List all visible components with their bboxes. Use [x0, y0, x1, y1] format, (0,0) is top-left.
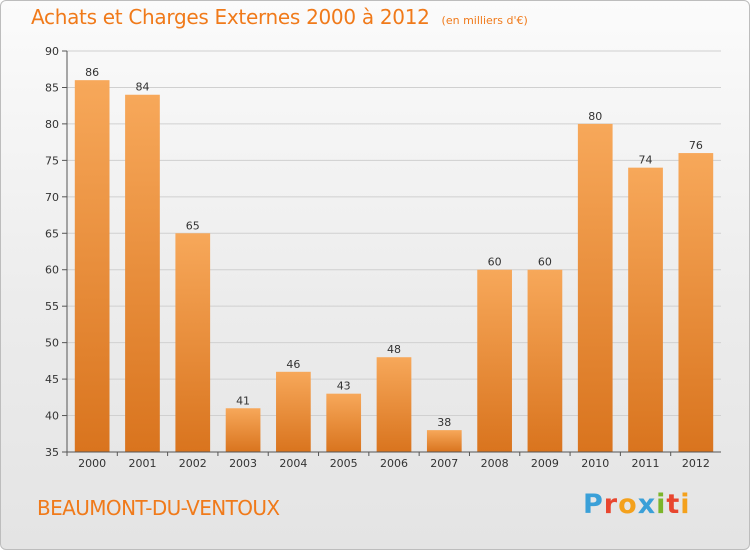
x-tick-label: 2000 — [78, 457, 106, 470]
bar-2004 — [276, 371, 311, 452]
data-label-2008: 60 — [488, 256, 502, 269]
data-label-2005: 43 — [337, 380, 351, 393]
data-label-2011: 74 — [639, 154, 653, 167]
data-label-2004: 46 — [286, 358, 300, 371]
bar-2011 — [628, 167, 663, 452]
logo-letter: i — [656, 489, 667, 520]
bar-2008 — [477, 269, 512, 452]
data-label-2000: 86 — [85, 66, 99, 79]
data-label-2012: 76 — [689, 139, 703, 152]
bar-2002 — [175, 233, 211, 452]
bar-2003 — [225, 408, 261, 452]
x-tick-label: 2010 — [581, 457, 609, 470]
bar-2006 — [376, 357, 412, 452]
data-label-2007: 38 — [437, 416, 451, 429]
y-tick-label: 65 — [45, 227, 59, 240]
x-tick-label: 2007 — [430, 457, 458, 470]
data-labels: 86 84 65 41 46 43 48 38 60 60 80 74 76 — [85, 66, 703, 429]
y-tick-label: 55 — [45, 300, 59, 313]
y-tick-label: 85 — [45, 81, 59, 94]
logo-letter: x — [637, 489, 657, 520]
bar-2010 — [577, 123, 613, 452]
chart-title: Achats et Charges Externes 2000 à 2012 (e… — [31, 5, 528, 29]
commune-name: BEAUMONT-DU-VENTOUX — [37, 496, 280, 520]
chart-unit: (en milliers d'€) — [441, 14, 528, 27]
data-label-2009: 60 — [538, 256, 552, 269]
x-tick-label: 2008 — [481, 457, 509, 470]
x-tick-label: 2012 — [682, 457, 710, 470]
x-tick-label: 2005 — [330, 457, 358, 470]
logo-letter: o — [618, 489, 638, 520]
logo-letter: P — [583, 489, 604, 520]
y-tick-label: 45 — [45, 373, 59, 386]
bar-2007 — [426, 430, 462, 452]
data-label-2003: 41 — [236, 394, 250, 407]
bar-2001 — [125, 94, 160, 452]
x-tick-label: 2003 — [229, 457, 257, 470]
x-tick-labels: 2000 2001 2002 2003 2004 2005 2006 2007 2008 2009… — [78, 457, 710, 470]
y-tick-label: 40 — [45, 410, 59, 423]
x-tick-label: 2001 — [128, 457, 156, 470]
y-tick-label: 75 — [45, 154, 59, 167]
data-label-2006: 48 — [387, 343, 401, 356]
x-tick-label: 2006 — [380, 457, 408, 470]
bar-2000 — [74, 80, 110, 452]
proxiti-logo: Proxiti — [583, 489, 691, 520]
y-tick-label: 70 — [45, 191, 59, 204]
bar-2005 — [326, 393, 362, 452]
bar-2009 — [527, 269, 563, 452]
y-tick-label: 80 — [45, 118, 59, 131]
bars — [74, 80, 714, 452]
x-tick-label: 2002 — [179, 457, 207, 470]
y-tick-labels: 35 40 45 50 55 60 65 70 75 80 85 90 — [45, 45, 59, 459]
chart-title-text: Achats et Charges Externes 2000 à 2012 — [31, 5, 430, 29]
y-tick-label: 60 — [45, 264, 59, 277]
axes — [66, 51, 721, 453]
logo-letter: i — [680, 489, 691, 520]
x-tick-label: 2009 — [531, 457, 559, 470]
data-label-2001: 84 — [135, 81, 149, 94]
logo-letter: t — [666, 489, 681, 520]
x-tick-label: 2004 — [279, 457, 307, 470]
bar-2012 — [678, 153, 714, 452]
data-label-2002: 65 — [186, 219, 200, 232]
data-label-2010: 80 — [588, 110, 602, 123]
y-tick-label: 90 — [45, 45, 59, 58]
logo-letter: r — [603, 489, 619, 520]
y-tick-label: 50 — [45, 337, 59, 350]
x-tick-label: 2011 — [632, 457, 660, 470]
y-tick-label: 35 — [45, 446, 59, 459]
